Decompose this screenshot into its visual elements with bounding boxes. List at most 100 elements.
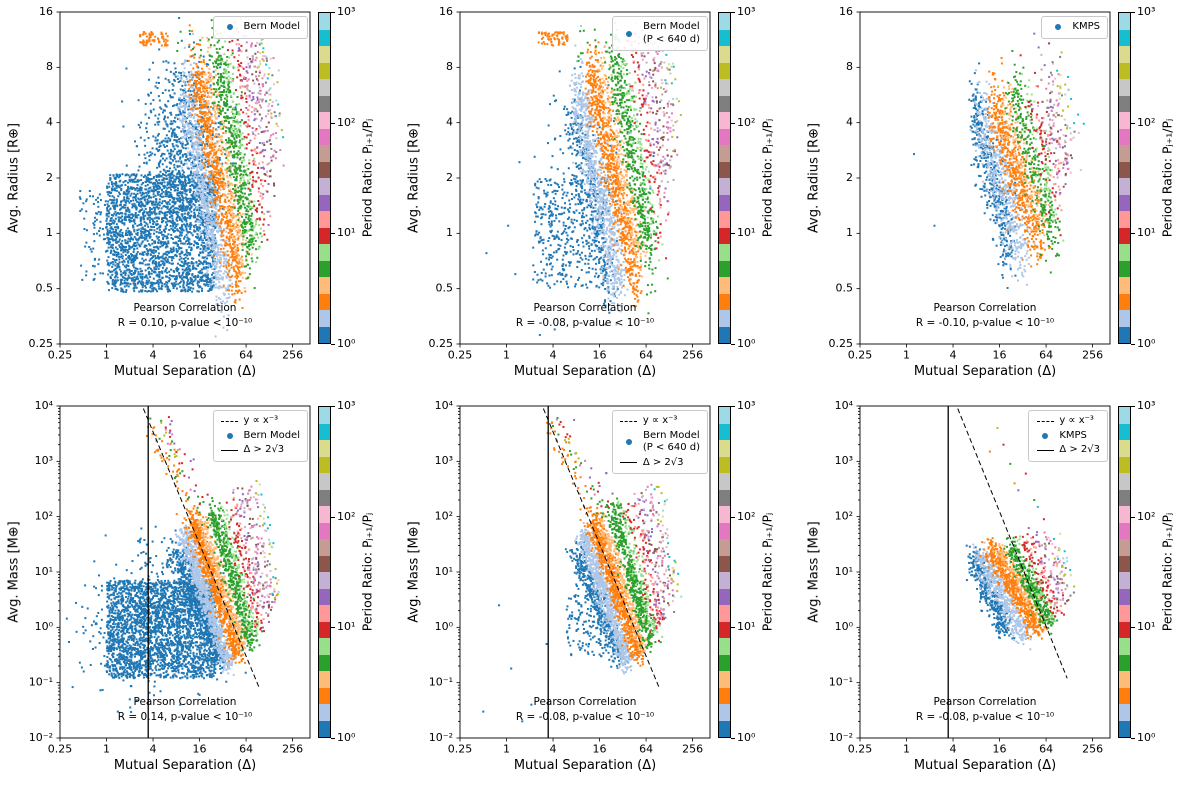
- colorbar-tick: [1131, 516, 1135, 518]
- legend-label: y ∝ x⁻³: [243, 415, 279, 426]
- colorbar-segment: [1119, 423, 1130, 440]
- colorbar-segment: [719, 95, 730, 112]
- legend-dot-marker: [226, 24, 233, 31]
- colorbar: [718, 406, 731, 738]
- legend-entry: KMPS: [1036, 430, 1100, 443]
- colorbar-segment: [319, 522, 330, 539]
- legend-marker-dot: [620, 30, 638, 37]
- colorbar-segment: [319, 211, 330, 228]
- legend-entry: y ∝ x⁻³: [221, 415, 301, 428]
- colorbar-segment: [719, 522, 730, 539]
- annotation-line2: R = -0.10, p-value < 10⁻¹⁰: [915, 317, 1055, 330]
- legend-marker-dot: [1049, 24, 1067, 31]
- legend-marker-dot: [620, 439, 638, 445]
- colorbar-segment: [1119, 29, 1130, 46]
- colorbar-segment: [1119, 326, 1130, 343]
- colorbar-segment: [1119, 473, 1130, 490]
- colorbar-tick-label: 10³: [737, 399, 756, 412]
- legend-dot-marker: [625, 439, 632, 445]
- colorbar-tick: [1131, 12, 1135, 13]
- x-axis-label: Mutual Separation (Δ): [113, 364, 257, 379]
- colorbar-tick-label: 10³: [337, 5, 356, 18]
- colorbar: [1118, 12, 1131, 344]
- annotation-line2: R = 0.10, p-value < 10⁻¹⁰: [117, 317, 253, 330]
- legend-entry: Bern Model: [221, 429, 301, 443]
- colorbar-segment: [319, 621, 330, 638]
- colorbar-segment: [719, 145, 730, 162]
- colorbar-tick-label: 10¹: [737, 620, 756, 634]
- colorbar-segment: [1119, 112, 1130, 129]
- legend-marker-line: [1036, 449, 1054, 451]
- colorbar-segment: [319, 194, 330, 211]
- colorbar-tick-label: 10¹: [337, 620, 356, 634]
- colorbar-tick: [331, 738, 335, 739]
- x-axis-label: Mutual Separation (Δ): [513, 758, 657, 773]
- annotation-line1: Pearson Correlation: [533, 696, 637, 708]
- colorbar-segment: [1119, 178, 1130, 195]
- colorbar-tick-label: 10²: [1137, 115, 1156, 129]
- colorbar-tick: [731, 122, 735, 124]
- colorbar-segment: [719, 161, 730, 178]
- legend-dot-marker: [1055, 24, 1062, 31]
- colorbar-segment: [719, 638, 730, 655]
- colorbar-tick: [731, 406, 735, 407]
- colorbar-segment: [1119, 588, 1130, 605]
- colorbar-segment: [1119, 506, 1130, 523]
- colorbar-segment: [719, 506, 730, 523]
- colorbar-segment: [1119, 227, 1130, 244]
- x-axis-label: Mutual Separation (Δ): [513, 364, 657, 379]
- colorbar-tick: [1131, 233, 1135, 235]
- legend: y ∝ x⁻³ Bern Model Δ > 2√3: [212, 410, 308, 462]
- colorbar-segment: [719, 407, 730, 424]
- colorbar-segment: [719, 473, 730, 490]
- colorbar-segment: [319, 671, 330, 688]
- colorbar-segment: [1119, 621, 1130, 638]
- colorbar-segment: [1119, 572, 1130, 589]
- colorbar-tick: [1131, 738, 1135, 739]
- legend-label: Bern Model (P < 640 d): [642, 21, 700, 45]
- colorbar-segment: [319, 440, 330, 457]
- legend-solid-line-marker: [620, 462, 638, 464]
- y-axis-label: Avg. Mass [M⊕]: [806, 521, 822, 623]
- colorbar-segment: [319, 506, 330, 523]
- colorbar-tick: [731, 516, 735, 518]
- legend-label: Δ > 2√3: [642, 456, 684, 468]
- pearson-annotation: Pearson Correlation R = -0.08, p-value <…: [516, 695, 654, 725]
- colorbar-tick-label: 10²: [737, 509, 756, 523]
- colorbar-tick-label: 10³: [737, 5, 756, 18]
- colorbar-segment: [719, 440, 730, 457]
- scatter-plot-canvas: [800, 0, 1200, 395]
- colorbar-segment: [719, 211, 730, 228]
- legend-label: KMPS: [1072, 21, 1100, 32]
- legend-marker-dot: [221, 24, 239, 31]
- colorbar-segment: [1119, 293, 1130, 310]
- annotation-line1: Pearson Correlation: [933, 302, 1037, 314]
- panel-mass-bern-p640: Avg. Mass [M⊕] Mutual Separation (Δ) y ∝…: [400, 394, 800, 789]
- panel-radius-kmps: Avg. Radius [R⊕] Mutual Separation (Δ) K…: [800, 0, 1200, 395]
- panel-radius-bern-p640: Avg. Radius [R⊕] Mutual Separation (Δ) B…: [400, 0, 800, 395]
- legend-label: Bern Model: [243, 429, 301, 441]
- colorbar-segment: [319, 687, 330, 704]
- panel-radius-bern: Avg. Radius [R⊕] Mutual Separation (Δ) B…: [0, 0, 400, 395]
- legend-entry: Δ > 2√3: [620, 457, 700, 470]
- colorbar-segment: [1119, 638, 1130, 655]
- colorbar-segment: [319, 605, 330, 622]
- colorbar-segment: [719, 112, 730, 129]
- colorbar-segment: [1119, 654, 1130, 671]
- colorbar-tick: [331, 12, 335, 13]
- colorbar-segment: [1119, 62, 1130, 79]
- colorbar-segment: [719, 423, 730, 440]
- colorbar-segment: [319, 720, 330, 737]
- legend-entry: KMPS: [1049, 21, 1100, 34]
- legend-marker-dot: [221, 432, 239, 439]
- colorbar-segment: [719, 671, 730, 688]
- colorbar: [318, 12, 331, 344]
- colorbar-segment: [719, 293, 730, 310]
- legend-dot-marker: [1042, 432, 1049, 439]
- scatter-plot-canvas: [0, 0, 400, 395]
- annotation-line1: Pearson Correlation: [933, 696, 1037, 708]
- colorbar-segment: [1119, 310, 1130, 327]
- legend-marker-line: [221, 420, 239, 422]
- colorbar-tick: [331, 233, 335, 235]
- colorbar-segment: [319, 29, 330, 46]
